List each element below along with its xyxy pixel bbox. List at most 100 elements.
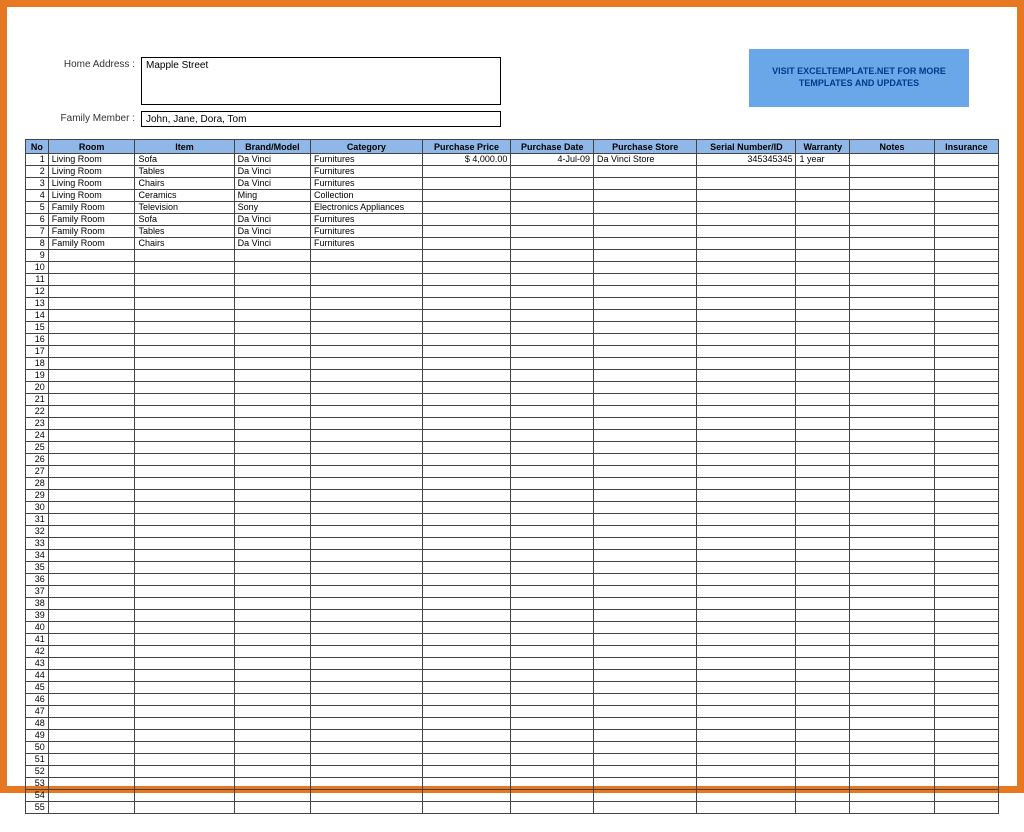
cell-serial[interactable]	[697, 646, 796, 658]
table-row[interactable]: 17	[26, 346, 999, 358]
cell-brand[interactable]	[234, 682, 310, 694]
cell-insurance[interactable]	[934, 250, 998, 262]
cell-notes[interactable]	[850, 154, 935, 166]
cell-category[interactable]: Furnitures	[311, 178, 423, 190]
cell-price[interactable]	[422, 598, 511, 610]
cell-notes[interactable]	[850, 454, 935, 466]
table-row[interactable]: 20	[26, 382, 999, 394]
cell-warranty[interactable]	[796, 238, 850, 250]
table-row[interactable]: 32	[26, 526, 999, 538]
cell-insurance[interactable]	[934, 454, 998, 466]
cell-insurance[interactable]	[934, 694, 998, 706]
cell-item[interactable]	[135, 658, 234, 670]
cell-room[interactable]	[48, 454, 135, 466]
cell-pdate[interactable]	[511, 166, 594, 178]
cell-category[interactable]	[311, 742, 423, 754]
cell-category[interactable]	[311, 658, 423, 670]
cell-item[interactable]: Tables	[135, 166, 234, 178]
cell-store[interactable]	[594, 382, 697, 394]
cell-brand[interactable]	[234, 802, 310, 814]
cell-pdate[interactable]	[511, 226, 594, 238]
cell-notes[interactable]	[850, 370, 935, 382]
cell-notes[interactable]	[850, 466, 935, 478]
cell-category[interactable]	[311, 706, 423, 718]
cell-category[interactable]	[311, 262, 423, 274]
cell-no[interactable]: 41	[26, 634, 49, 646]
cell-price[interactable]	[422, 658, 511, 670]
cell-serial[interactable]	[697, 322, 796, 334]
cell-room[interactable]	[48, 670, 135, 682]
cell-warranty[interactable]	[796, 586, 850, 598]
table-row[interactable]: 2Living RoomTablesDa VinciFurnitures	[26, 166, 999, 178]
cell-notes[interactable]	[850, 334, 935, 346]
cell-insurance[interactable]	[934, 478, 998, 490]
cell-store[interactable]	[594, 802, 697, 814]
cell-notes[interactable]	[850, 718, 935, 730]
cell-notes[interactable]	[850, 538, 935, 550]
cell-price[interactable]	[422, 286, 511, 298]
cell-pdate[interactable]	[511, 670, 594, 682]
cell-insurance[interactable]	[934, 706, 998, 718]
cell-brand[interactable]: Da Vinci	[234, 214, 310, 226]
cell-warranty[interactable]	[796, 514, 850, 526]
cell-serial[interactable]	[697, 166, 796, 178]
cell-room[interactable]	[48, 310, 135, 322]
cell-serial[interactable]	[697, 706, 796, 718]
cell-serial[interactable]	[697, 562, 796, 574]
cell-item[interactable]	[135, 550, 234, 562]
cell-serial[interactable]	[697, 478, 796, 490]
cell-category[interactable]	[311, 442, 423, 454]
cell-pdate[interactable]	[511, 778, 594, 790]
table-row[interactable]: 31	[26, 514, 999, 526]
cell-pdate[interactable]	[511, 430, 594, 442]
table-row[interactable]: 24	[26, 430, 999, 442]
cell-brand[interactable]	[234, 706, 310, 718]
col-header-warranty[interactable]: Warranty	[796, 140, 850, 154]
cell-no[interactable]: 53	[26, 778, 49, 790]
cell-price[interactable]	[422, 166, 511, 178]
cell-item[interactable]	[135, 718, 234, 730]
cell-serial[interactable]	[697, 358, 796, 370]
cell-item[interactable]	[135, 670, 234, 682]
cell-item[interactable]: Television	[135, 202, 234, 214]
cell-item[interactable]	[135, 562, 234, 574]
table-row[interactable]: 14	[26, 310, 999, 322]
cell-store[interactable]	[594, 238, 697, 250]
cell-insurance[interactable]	[934, 562, 998, 574]
cell-brand[interactable]	[234, 454, 310, 466]
cell-room[interactable]	[48, 778, 135, 790]
cell-serial[interactable]	[697, 694, 796, 706]
cell-brand[interactable]	[234, 646, 310, 658]
cell-notes[interactable]	[850, 202, 935, 214]
cell-store[interactable]	[594, 358, 697, 370]
cell-price[interactable]	[422, 742, 511, 754]
cell-notes[interactable]	[850, 178, 935, 190]
cell-brand[interactable]	[234, 490, 310, 502]
cell-warranty[interactable]	[796, 454, 850, 466]
cell-serial[interactable]	[697, 742, 796, 754]
cell-item[interactable]	[135, 274, 234, 286]
cell-no[interactable]: 12	[26, 286, 49, 298]
cell-warranty[interactable]	[796, 718, 850, 730]
cell-serial[interactable]	[697, 286, 796, 298]
cell-category[interactable]	[311, 526, 423, 538]
cell-store[interactable]	[594, 214, 697, 226]
table-row[interactable]: 8Family RoomChairsDa VinciFurnitures	[26, 238, 999, 250]
inventory-table[interactable]: NoRoomItemBrand/ModelCategoryPurchase Pr…	[25, 139, 999, 814]
cell-price[interactable]	[422, 718, 511, 730]
table-row[interactable]: 9	[26, 250, 999, 262]
cell-category[interactable]	[311, 358, 423, 370]
table-row[interactable]: 54	[26, 790, 999, 802]
cell-pdate[interactable]	[511, 538, 594, 550]
cell-serial[interactable]	[697, 718, 796, 730]
cell-room[interactable]: Living Room	[48, 178, 135, 190]
cell-category[interactable]	[311, 754, 423, 766]
cell-item[interactable]	[135, 298, 234, 310]
cell-category[interactable]	[311, 514, 423, 526]
cell-room[interactable]	[48, 394, 135, 406]
table-row[interactable]: 36	[26, 574, 999, 586]
col-header-no[interactable]: No	[26, 140, 49, 154]
cell-price[interactable]	[422, 646, 511, 658]
cell-pdate[interactable]	[511, 346, 594, 358]
cell-insurance[interactable]	[934, 238, 998, 250]
